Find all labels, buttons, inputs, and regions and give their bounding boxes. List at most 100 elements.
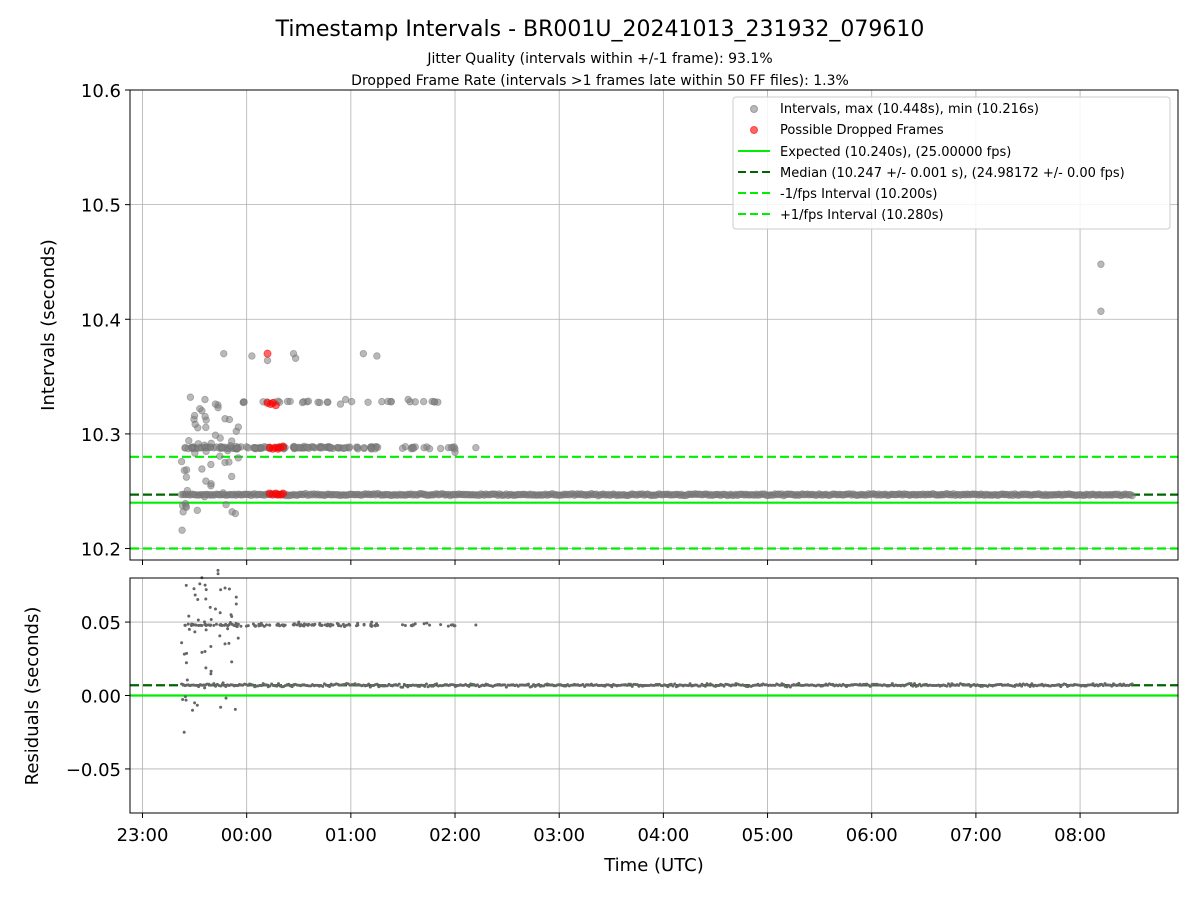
legend-box: [732, 96, 1171, 230]
interval-point: [326, 443, 334, 452]
residual-point: [246, 624, 250, 628]
residual-point: [197, 623, 201, 627]
legend-label-plus-interval: +1/fps Interval (10.280s): [780, 208, 944, 223]
residual-point: [1091, 682, 1095, 686]
interval-point: [183, 486, 192, 495]
interval-outlier-point: [1097, 307, 1105, 315]
residual-point: [336, 624, 340, 628]
residual-point: [267, 623, 271, 627]
interval-point: [202, 423, 210, 432]
residual-point: [209, 672, 213, 676]
residual-point: [205, 623, 209, 627]
interval-point: [207, 460, 215, 469]
legend-entry-plus-interval: +1/fps Interval (10.280s): [738, 208, 944, 223]
residual-point: [343, 625, 347, 629]
residual-point: [424, 682, 428, 686]
residual-outlier-point: [229, 613, 233, 617]
interval-outlier-point: [182, 503, 190, 511]
residual-point: [401, 685, 405, 689]
residuals-y-tick-label: −0.05: [66, 760, 121, 781]
residual-point: [181, 697, 185, 701]
residual-point: [703, 684, 707, 688]
residual-point: [216, 568, 220, 572]
x-tick-label: 02:00: [429, 825, 481, 846]
residual-point: [223, 642, 227, 646]
legend-label-minus-interval: -1/fps Interval (10.200s): [780, 187, 937, 202]
residual-point: [227, 641, 231, 645]
residual-point: [425, 621, 429, 625]
residual-point: [945, 684, 949, 688]
interval-outlier-point: [178, 526, 186, 534]
legend-label-intervals: Intervals, max (10.448s), min (10.216s): [780, 102, 1039, 117]
residual-point: [187, 614, 191, 618]
residual-point: [367, 682, 371, 686]
residual-point: [203, 686, 207, 690]
x-axis-label: Time (UTC): [603, 855, 704, 876]
residual-point: [233, 707, 237, 711]
legend-entry-expected: Expected (10.240s), (25.00000 fps): [738, 145, 1011, 160]
residual-point: [239, 624, 243, 628]
residual-point: [439, 623, 443, 627]
residual-point: [428, 623, 432, 627]
legend: Intervals, max (10.448s), min (10.216s) …: [732, 96, 1171, 230]
x-tick-label: 23:00: [117, 825, 169, 846]
interval-point: [225, 415, 234, 424]
interval-point: [227, 437, 236, 445]
interval-point: [317, 444, 326, 452]
x-tick-label: 05:00: [742, 825, 794, 846]
residual-point: [235, 625, 239, 629]
residual-point: [275, 623, 279, 627]
residual-point: [1101, 684, 1105, 688]
interval-point: [207, 482, 215, 490]
residual-point: [183, 695, 187, 699]
residuals-y-axis-label: Residuals (seconds): [22, 607, 43, 786]
residual-point: [1030, 682, 1034, 686]
residual-point: [610, 685, 614, 689]
residual-point: [912, 682, 916, 686]
residual-point: [422, 622, 426, 626]
residual-outlier-point: [203, 649, 207, 653]
interval-point: [251, 444, 259, 453]
residual-point: [890, 682, 894, 686]
chart-subtitle-dropped: Dropped Frame Rate (intervals >1 frames …: [351, 73, 849, 89]
residual-point: [259, 621, 263, 625]
residual-outlier-point: [184, 583, 188, 587]
residual-point: [292, 623, 296, 627]
interval-point: [340, 444, 349, 452]
residual-point: [411, 623, 415, 627]
interval-point: [420, 444, 428, 452]
residual-point: [185, 678, 189, 682]
interval-point: [182, 473, 191, 481]
residual-point: [362, 622, 366, 626]
interval-point: [222, 500, 230, 509]
residual-point: [223, 586, 227, 590]
residual-point: [236, 622, 240, 626]
interval-point: [419, 397, 428, 406]
interval-point: [353, 443, 362, 451]
residual-outlier-point: [182, 730, 186, 734]
residual-point: [1028, 685, 1032, 689]
residual-point: [526, 682, 530, 686]
legend-entry-minus-interval: -1/fps Interval (10.200s): [738, 187, 937, 202]
residual-point: [310, 623, 314, 627]
interval-outlier-point: [201, 395, 209, 404]
residual-point: [630, 684, 634, 688]
residual-point: [208, 624, 212, 628]
interval-point: [240, 398, 248, 406]
interval-outlier-point: [1097, 260, 1105, 268]
residual-outlier-point: [187, 627, 191, 631]
residual-point: [401, 623, 405, 627]
residual-point: [339, 624, 343, 628]
intervals-y-tick-label: 10.4: [81, 310, 121, 331]
residual-point: [193, 593, 197, 597]
interval-outlier-point: [336, 400, 345, 408]
interval-point: [198, 465, 206, 473]
residual-point: [218, 611, 222, 615]
residual-point: [213, 607, 217, 611]
interval-outlier-point: [451, 448, 459, 456]
residual-point: [320, 624, 324, 628]
residuals-y-tick-label: 0.00: [81, 687, 121, 708]
interval-point: [180, 466, 189, 475]
residual-point: [227, 587, 231, 591]
interval-point: [283, 397, 292, 406]
